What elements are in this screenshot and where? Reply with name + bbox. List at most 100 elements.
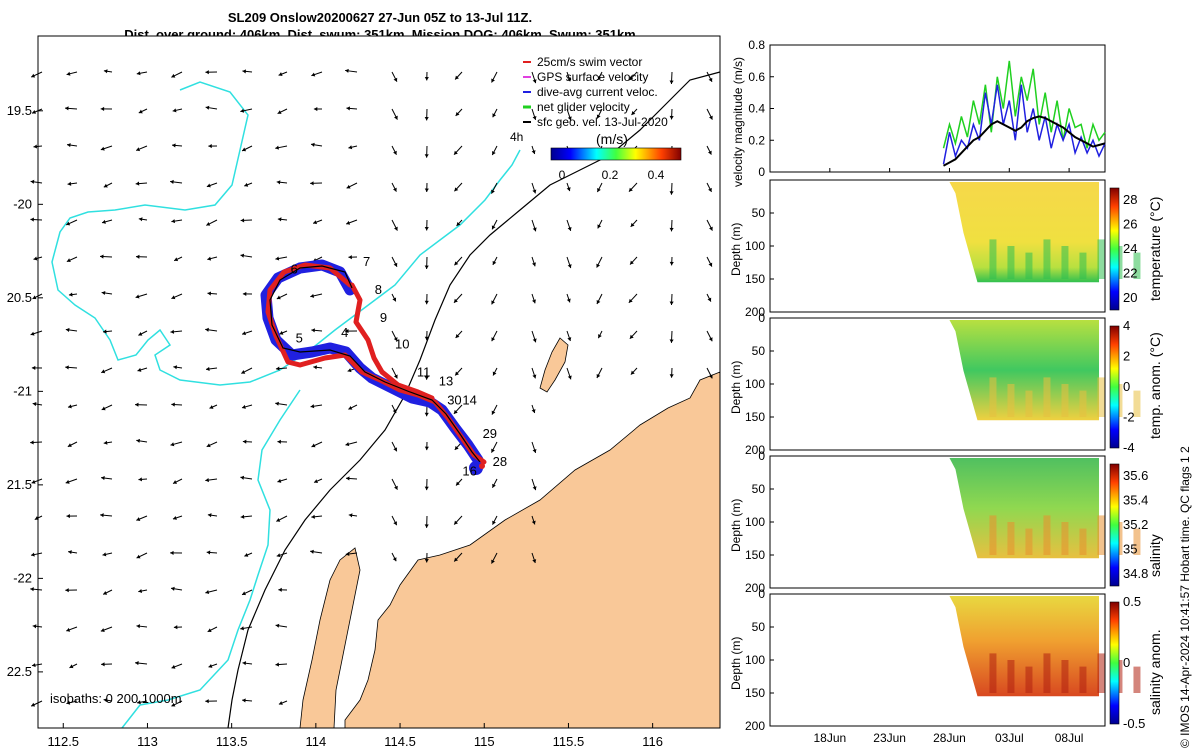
- depth-tick-label: 50: [752, 482, 766, 496]
- vector-arrow-head: [101, 476, 105, 481]
- vector-arrow-head: [207, 513, 212, 518]
- vector-arrow-head: [206, 550, 211, 555]
- vector-arrow-head: [242, 698, 246, 703]
- section-feature: [1097, 515, 1105, 555]
- colorbar-tick-label: -2: [1123, 410, 1135, 425]
- vector-arrow-head: [103, 591, 108, 595]
- colorbar-tick-label: -4: [1123, 440, 1135, 455]
- colorbar-label: temperature (°C): [1147, 197, 1163, 301]
- vector-arrow-head: [348, 513, 353, 518]
- vector-arrow-head: [709, 115, 713, 120]
- vector-arrow-head: [311, 514, 315, 519]
- vector-arrow-head: [393, 77, 398, 82]
- vector-arrow-head: [598, 334, 602, 339]
- chart-title-line1: SL209 Onslow20200627 27-Jun 05Z to 13-Ju…: [227, 10, 533, 25]
- vector-arrow-head: [33, 144, 38, 149]
- vector-arrow-head: [207, 256, 212, 261]
- vector-arrow-head: [100, 146, 105, 151]
- vector-arrow-head: [314, 479, 319, 483]
- vector-arrow-head: [348, 145, 353, 150]
- vector-arrow-head: [532, 299, 536, 304]
- map-axes-frame: [37, 35, 721, 729]
- vector-arrow-head: [708, 337, 713, 342]
- vector-arrow-head: [393, 150, 397, 155]
- track-day-label: 5: [296, 331, 303, 346]
- map-y-tick-label: 21.5: [7, 477, 32, 492]
- vector-arrow-head: [277, 478, 282, 483]
- date-tick-label: 23Jun: [873, 731, 906, 745]
- vector-arrow-head: [310, 549, 314, 554]
- vector-arrow-head: [492, 371, 497, 376]
- vector-arrow-head: [172, 515, 177, 520]
- vector-arrow-head: [346, 184, 351, 189]
- colorbar-tick-label: 35.6: [1123, 468, 1148, 483]
- vector-arrow-head: [392, 557, 397, 562]
- vector-arrow-head: [276, 553, 281, 558]
- vector-arrow-head: [456, 221, 461, 226]
- velocity-series-line: [943, 115, 1106, 167]
- colorbar-tick-label: 35.2: [1123, 517, 1148, 532]
- vector-arrow-head: [101, 290, 106, 296]
- vector-arrow-head: [67, 143, 71, 148]
- vector-arrow-head: [240, 626, 244, 631]
- colorbar-tick-label: 22: [1123, 265, 1137, 280]
- velocity-y-tick-label: 0.4: [748, 102, 765, 116]
- vector-arrow-head: [66, 514, 70, 519]
- velocity-frame: [769, 44, 1106, 173]
- vector-arrow-head: [707, 150, 712, 155]
- vector-arrow-head: [30, 440, 34, 445]
- vector-arrow-head: [597, 224, 602, 229]
- vector-arrow-head: [30, 179, 35, 184]
- colorbar-tick-label: 20: [1123, 290, 1137, 305]
- vector-arrow-head: [30, 587, 34, 592]
- vector-arrow-head: [65, 106, 69, 111]
- vector-arrow-head: [171, 219, 176, 224]
- vector-arrow-head: [310, 181, 314, 186]
- vector-arrow-head: [424, 486, 429, 491]
- section-panel-salinity: 0 50 100 150 200 Depth (m) 35.6 35.4 35.2 35 34.8s…: [729, 449, 1163, 595]
- map-x-tick-label: 116: [642, 734, 663, 749]
- vector-arrow-head: [172, 143, 176, 148]
- section-feature: [1079, 390, 1087, 417]
- land-mass: [299, 371, 721, 729]
- track-red-east: [349, 282, 435, 401]
- vector-arrow-head: [206, 366, 210, 372]
- vector-arrow-head: [491, 337, 496, 342]
- vector-arrow-head: [531, 520, 536, 525]
- depth-tick-label: 100: [745, 515, 765, 529]
- section-feature: [1097, 377, 1105, 417]
- vector-arrow-head: [453, 409, 458, 414]
- map-x-tick-label: 115.5: [553, 734, 585, 749]
- section-feature: [1007, 384, 1015, 417]
- vector-arrow-head: [240, 514, 245, 519]
- section-feature: [989, 239, 997, 279]
- track-day-label: 9: [380, 310, 387, 325]
- vector-arrow-head: [532, 115, 537, 120]
- section-colorbar: [1109, 187, 1120, 311]
- vector-arrow-head: [205, 70, 209, 75]
- vector-arrow-head: [394, 226, 398, 231]
- colorbar-tick-02: 0.2: [602, 168, 619, 182]
- vector-arrow-head: [135, 254, 140, 259]
- vector-arrow-head: [205, 105, 210, 110]
- vector-arrow-head: [492, 260, 497, 265]
- colorbar-tick-label: 0: [1123, 655, 1130, 670]
- track-black: [269, 265, 481, 463]
- vector-arrow-head: [424, 446, 429, 451]
- vector-arrow-head: [242, 591, 246, 596]
- vector-arrow-head: [492, 520, 496, 525]
- colorbar-tick-04: 0.4: [648, 168, 665, 182]
- vector-arrow-head: [208, 144, 212, 149]
- section-feature: [1061, 660, 1069, 693]
- map-y-tick-label: -22: [13, 570, 32, 585]
- map-x-tick-label: 113: [137, 734, 158, 749]
- vector-arrow-head: [205, 590, 210, 595]
- depth-axis-label: Depth (m): [729, 223, 743, 276]
- section-feature: [1025, 390, 1033, 417]
- depth-axis-label: Depth (m): [729, 361, 743, 414]
- vector-arrow-head: [242, 439, 247, 444]
- depth-axis-label: Depth (m): [729, 637, 743, 690]
- vector-arrow-head: [345, 68, 349, 73]
- vector-arrow-head: [596, 299, 601, 304]
- vector-arrow-head: [67, 181, 72, 186]
